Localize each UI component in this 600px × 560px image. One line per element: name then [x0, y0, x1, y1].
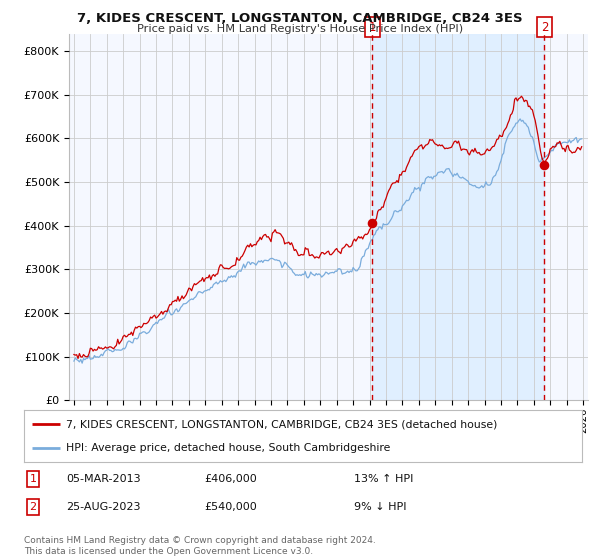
Text: Price paid vs. HM Land Registry's House Price Index (HPI): Price paid vs. HM Land Registry's House … — [137, 24, 463, 34]
Text: 7, KIDES CRESCENT, LONGSTANTON, CAMBRIDGE, CB24 3ES (detached house): 7, KIDES CRESCENT, LONGSTANTON, CAMBRIDG… — [66, 419, 497, 430]
Text: 25-AUG-2023: 25-AUG-2023 — [66, 502, 140, 512]
Bar — [373, 34, 544, 400]
Point — [539, 160, 549, 169]
Text: 9% ↓ HPI: 9% ↓ HPI — [354, 502, 407, 512]
Text: 05-MAR-2013: 05-MAR-2013 — [66, 474, 140, 484]
Text: £406,000: £406,000 — [204, 474, 257, 484]
Text: 13% ↑ HPI: 13% ↑ HPI — [354, 474, 413, 484]
Text: 1: 1 — [368, 21, 376, 34]
Text: 2: 2 — [29, 502, 37, 512]
Text: Contains HM Land Registry data © Crown copyright and database right 2024.
This d: Contains HM Land Registry data © Crown c… — [24, 536, 376, 556]
Text: 2: 2 — [541, 21, 548, 34]
Text: HPI: Average price, detached house, South Cambridgeshire: HPI: Average price, detached house, Sout… — [66, 443, 390, 453]
Text: 1: 1 — [29, 474, 37, 484]
Point — [368, 218, 377, 227]
Text: £540,000: £540,000 — [204, 502, 257, 512]
Text: 7, KIDES CRESCENT, LONGSTANTON, CAMBRIDGE, CB24 3ES: 7, KIDES CRESCENT, LONGSTANTON, CAMBRIDG… — [77, 12, 523, 25]
